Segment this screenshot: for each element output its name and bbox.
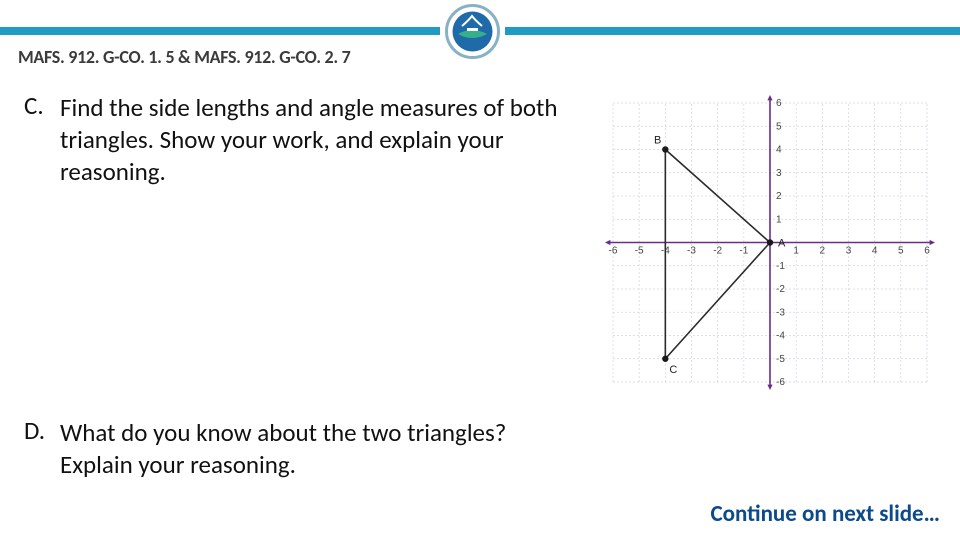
svg-text:-4: -4 — [776, 331, 785, 342]
coordinate-graph: -6-5-4-3-2-1123456-6-5-4-3-2-1123456ABC — [595, 85, 945, 400]
svg-text:-1: -1 — [776, 261, 785, 272]
svg-text:-3: -3 — [776, 307, 785, 318]
svg-text:3: 3 — [846, 246, 852, 257]
header-bar-left — [0, 27, 440, 35]
question-d-text: What do you know about the two triangles… — [24, 417, 584, 481]
svg-text:-5: -5 — [635, 246, 644, 257]
question-c-text: Find the side lengths and angle measures… — [24, 92, 584, 188]
question-d-label: D. — [24, 415, 60, 447]
svg-text:-5: -5 — [776, 354, 785, 365]
svg-text:-2: -2 — [713, 246, 722, 257]
question-d: D. What do you know about the two triang… — [24, 415, 584, 481]
svg-text:6: 6 — [924, 246, 930, 257]
svg-text:4: 4 — [776, 145, 782, 156]
continue-text: Continue on next slide… — [710, 500, 940, 528]
svg-text:3: 3 — [776, 168, 782, 179]
svg-text:C: C — [669, 364, 677, 376]
svg-text:-6: -6 — [776, 377, 785, 388]
svg-text:4: 4 — [872, 246, 878, 257]
svg-text:1: 1 — [793, 246, 799, 257]
svg-text:-3: -3 — [687, 246, 696, 257]
svg-text:-1: -1 — [739, 246, 748, 257]
header-bar-right — [505, 27, 960, 35]
svg-text:5: 5 — [776, 121, 782, 132]
question-c: C. Find the side lengths and angle measu… — [24, 90, 584, 188]
svg-text:-6: -6 — [609, 246, 618, 257]
question-c-label: C. — [24, 90, 60, 122]
svg-text:B: B — [654, 135, 661, 147]
svg-text:6: 6 — [776, 98, 782, 109]
district-logo — [445, 4, 500, 59]
standard-code: MAFS. 912. G-CO. 1. 5 & MAFS. 912. G-CO.… — [18, 46, 350, 68]
svg-text:A: A — [778, 238, 786, 250]
svg-text:2: 2 — [776, 191, 782, 202]
svg-text:1: 1 — [776, 214, 782, 225]
svg-text:-2: -2 — [776, 284, 785, 295]
svg-text:5: 5 — [898, 246, 904, 257]
svg-text:2: 2 — [820, 246, 826, 257]
